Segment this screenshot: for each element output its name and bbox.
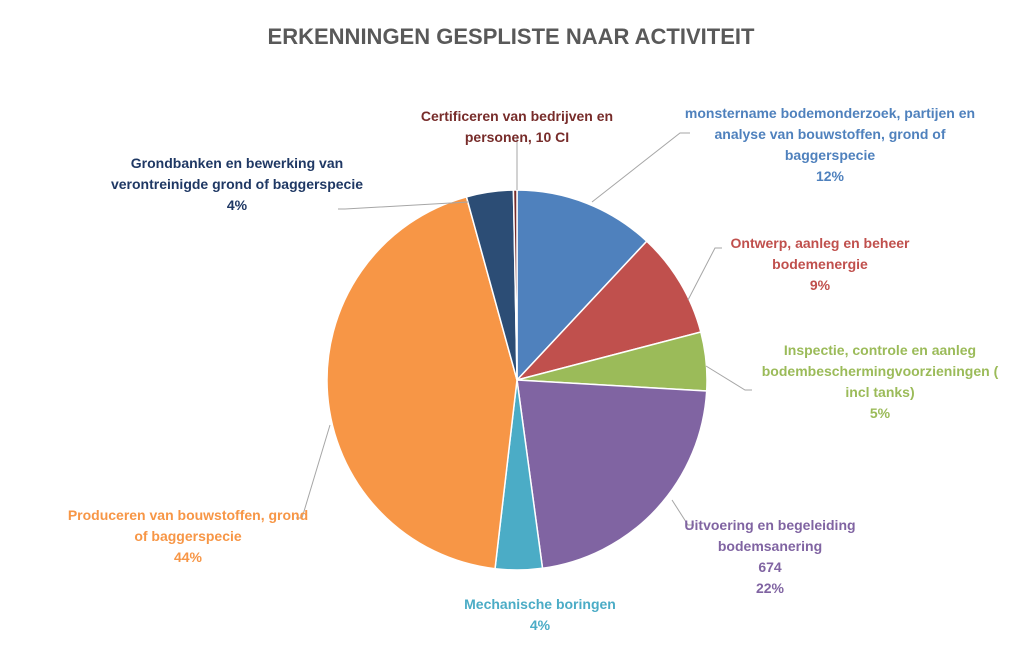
pie-slice — [514, 240, 702, 382]
label-text: 4% — [226, 197, 248, 213]
label-text: 9% — [809, 277, 831, 293]
label-text: monstername bodemonderzoek, partijen en … — [684, 105, 976, 163]
leader-line — [296, 424, 331, 519]
pie-slice — [516, 189, 648, 382]
label-text: Ontwerp, aanleg en beheer bodemenergie — [730, 235, 910, 272]
leader-line — [687, 247, 722, 301]
label-text: 22% — [755, 580, 785, 596]
label-text: Mechanische boringen — [464, 596, 616, 612]
pie-slice — [516, 379, 708, 570]
data-label: Produceren van bouwstoffen, grond of bag… — [63, 505, 313, 568]
label-text: Uitvoering en begeleiding bodemsanering — [684, 517, 856, 554]
data-label: Inspectie, controle en aanleg bodembesch… — [755, 340, 1005, 424]
leader-line — [591, 132, 690, 203]
data-label: Grondbanken en bewerking van verontreini… — [87, 153, 387, 216]
label-text: Grondbanken en bewerking van verontreini… — [110, 155, 364, 192]
label-text: 5% — [869, 405, 891, 421]
label-text: 44% — [173, 549, 203, 565]
data-label: Uitvoering en begeleiding bodemsanering 6… — [670, 515, 870, 599]
label-text: Certificeren van bedrijven en personen, … — [420, 108, 614, 145]
label-text: Produceren van bouwstoffen, grond of bag… — [67, 507, 309, 544]
leader-line — [671, 499, 694, 526]
leader-line — [338, 201, 469, 210]
data-label: Certificeren van bedrijven en personen, … — [417, 106, 617, 148]
chart-title: ERKENNINGEN GESPLISTE NAAR ACTIVITEIT — [267, 24, 755, 49]
leader-line — [705, 365, 752, 391]
data-label: monstername bodemonderzoek, partijen en … — [680, 103, 980, 187]
label-text: 4% — [529, 617, 551, 633]
data-label: Ontwerp, aanleg en beheer bodemenergie 9% — [710, 233, 930, 296]
label-text: 12% — [815, 168, 845, 184]
data-label: Mechanische boringen 4% — [430, 594, 650, 636]
pie-slice — [326, 195, 518, 570]
label-text: 674 — [758, 559, 782, 575]
label-text: Inspectie, controle en aanleg bodembesch… — [761, 342, 999, 400]
